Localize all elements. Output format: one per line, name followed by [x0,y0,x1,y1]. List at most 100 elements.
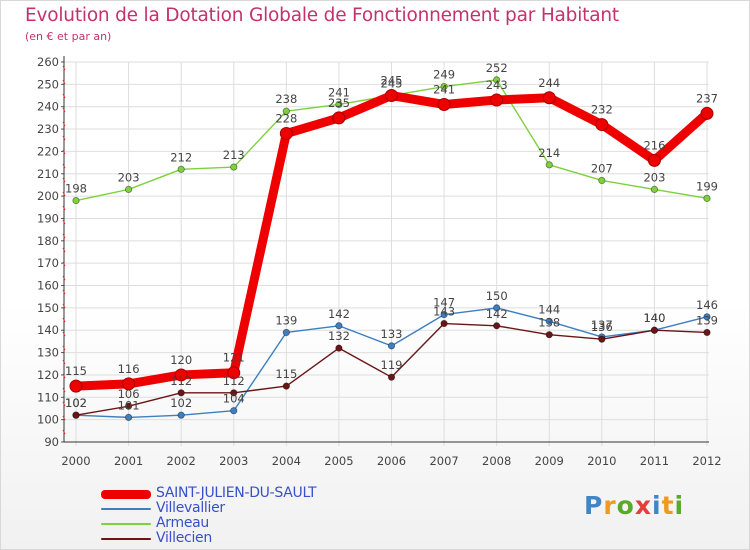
data-point-armeau [545,161,553,169]
data-label-armeau: 199 [696,179,718,193]
data-point-villevallier [545,317,553,325]
data-label-saint-julien-du-sault: 237 [696,91,718,105]
y-tick-label: 90 [44,435,59,449]
proxiti-logo: Proxiti [584,491,684,520]
data-label-armeau: 207 [591,161,613,175]
data-point-villecien [282,382,290,390]
data-label-armeau: 212 [170,150,192,164]
data-point-villevallier [703,313,711,321]
axis-accent [62,107,66,113]
data-point-villecien [335,344,343,352]
data-point-saint-julien-du-sault [595,118,609,132]
data-label-villevallier: 133 [381,327,403,341]
legend-swatch [101,523,151,525]
data-label-villecien: 132 [328,329,350,343]
data-label-saint-julien-du-sault: 116 [118,362,140,376]
y-tick-label: 180 [37,234,59,248]
data-point-armeau [124,185,133,194]
data-label-villevallier: 139 [275,313,297,327]
axis-accent [62,387,66,393]
axis-accent [62,79,66,85]
y-tick-label: 190 [37,211,59,225]
data-label-villevallier: 104 [223,392,245,406]
data-label-saint-julien-du-sault: 121 [223,351,245,365]
data-label-armeau: 245 [381,77,403,91]
data-label-villecien: 106 [118,387,140,401]
axis-accent [62,345,66,351]
data-point-villevallier [230,407,238,415]
data-label-armeau: 203 [643,170,665,184]
data-point-villevallier [335,322,343,330]
data-label-villevallier: 144 [538,302,560,316]
data-label-saint-julien-du-sault: 244 [538,76,560,90]
axis-accent [62,205,66,211]
data-label-villecien: 112 [223,374,245,388]
legend-label: Armeau [156,515,209,531]
y-tick-label: 200 [37,189,59,203]
axis-accent [62,289,66,295]
y-tick-label: 130 [37,346,59,360]
data-label-villecien: 142 [486,307,508,321]
data-point-saint-julien-du-sault [227,366,241,380]
data-label-armeau: 241 [328,85,350,99]
legend-label: SAINT-JULIEN-DU-SAULT [156,485,317,501]
data-point-saint-julien-du-sault [700,106,714,120]
x-tick-label: 2002 [167,454,196,468]
data-label-armeau: 203 [118,170,140,184]
data-point-saint-julien-du-sault [69,379,83,393]
y-tick-label: 150 [37,301,59,315]
x-tick-label: 2009 [535,454,564,468]
axis-accent [62,359,66,365]
x-tick-label: 2005 [324,454,353,468]
data-point-villevallier [387,342,396,350]
data-point-villecien [124,402,133,410]
data-label-armeau: 214 [538,146,560,160]
data-point-villecien [72,411,80,419]
data-point-villecien [177,389,185,397]
data-label-villevallier: 150 [486,289,508,303]
data-label-saint-julien-du-sault: 243 [486,78,508,92]
axis-accent [62,415,66,421]
data-point-armeau [703,194,711,202]
legend-swatch [101,508,151,510]
axis-accent [62,135,66,141]
data-point-saint-julien-du-sault [542,91,556,105]
axis-accent [62,65,66,71]
data-point-armeau [650,185,659,194]
data-label-villecien: 136 [591,320,613,334]
data-point-armeau [230,163,238,171]
data-point-armeau [335,100,343,109]
data-label-saint-julien-du-sault: 120 [170,353,192,367]
legend-swatch [101,538,151,540]
axis-accent [62,219,66,225]
axis-accent [62,177,66,183]
data-label-villecien: 138 [538,316,560,330]
data-point-armeau [72,196,80,205]
data-label-villevallier: 137 [591,318,613,332]
x-tick-label: 2010 [587,454,616,468]
data-label-armeau: 252 [486,61,508,75]
data-label-saint-julien-du-sault: 228 [275,112,297,126]
logo-letter: o [616,491,635,520]
data-label-villevallier: 102 [65,396,87,410]
axis-accent [62,149,66,155]
data-label-armeau: 238 [275,92,297,106]
axis-accent [62,401,66,407]
data-point-villevallier [282,328,290,337]
data-label-saint-julien-du-sault: 241 [433,82,455,96]
x-tick-label: 2008 [482,454,511,468]
data-point-armeau [493,76,501,84]
y-tick-label: 230 [37,122,59,136]
y-tick-label: 170 [37,256,59,270]
x-tick-label: 2004 [272,454,301,468]
y-tick-label: 160 [37,279,59,293]
axis-accent [62,191,66,197]
x-tick-label: 2003 [219,454,248,468]
axis-accent [62,303,66,309]
data-point-saint-julien-du-sault [122,377,136,391]
data-label-villevallier: 147 [433,296,455,310]
x-tick-label: 2000 [61,454,90,468]
data-point-saint-julien-du-sault [332,111,346,125]
data-label-saint-julien-du-sault: 216 [643,138,665,152]
x-tick-label: 2011 [640,454,669,468]
